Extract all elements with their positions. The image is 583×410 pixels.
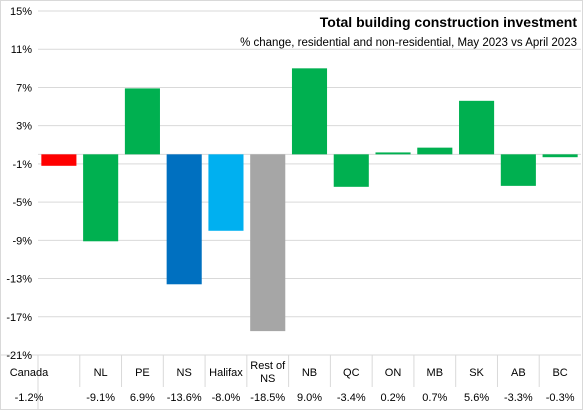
y-tick-label: -5%	[12, 197, 32, 209]
category-label: NL	[94, 367, 108, 379]
bars	[41, 68, 578, 332]
category-label: AB	[511, 367, 526, 379]
value-label: -3.3%	[504, 392, 533, 404]
bar-ns	[166, 154, 202, 285]
bar-sk	[459, 100, 495, 155]
value-label: 0.2%	[380, 392, 405, 404]
bar-on	[375, 152, 411, 155]
category-label: MB	[427, 367, 444, 379]
value-label: -18.5%	[250, 392, 285, 404]
data-table: Canada -1.2% NL -9.1% PE 6.9% NS -13.6% Halifax -…	[1, 354, 581, 409]
bar-ab	[500, 154, 536, 186]
category-label: QC	[343, 367, 360, 379]
bar-qc	[333, 154, 369, 187]
category-label: Rest of	[250, 360, 286, 372]
value-label: 9.0%	[297, 392, 322, 404]
value-label: -3.4%	[337, 392, 366, 404]
category-label: SK	[469, 367, 484, 379]
value-label: -13.6%	[167, 392, 202, 404]
value-label: -8.0%	[212, 392, 241, 404]
category-label: NS	[177, 367, 192, 379]
value-label: -0.3%	[546, 392, 575, 404]
category-label: PE	[135, 367, 150, 379]
category-label: BC	[552, 367, 567, 379]
bar-nl	[83, 154, 119, 242]
value-label: 5.6%	[464, 392, 489, 404]
category-label: Canada	[10, 367, 49, 379]
category-label: NB	[302, 367, 317, 379]
y-tick-label: -17%	[6, 312, 32, 324]
bar-nb	[291, 68, 328, 155]
y-tick-label: -21%	[6, 350, 32, 362]
bar-mb	[417, 147, 453, 155]
y-tick-label: -9%	[12, 235, 32, 247]
bar-halifax	[208, 154, 244, 231]
chart-title: Total building construction investment	[320, 14, 578, 30]
value-label: -9.1%	[86, 392, 115, 404]
y-tick-label: 7%	[16, 82, 32, 94]
bar-canada	[41, 154, 77, 166]
bar-rest-of-ns	[250, 154, 286, 332]
value-label: 0.7%	[422, 392, 447, 404]
category-label: Halifax	[209, 367, 243, 379]
bar-bc	[542, 154, 578, 158]
y-tick-label: 11%	[11, 44, 32, 56]
y-tick-label: -13%	[6, 274, 32, 286]
y-tick-label: 15%	[10, 6, 32, 18]
category-label: ON	[385, 367, 402, 379]
gridlines	[38, 10, 581, 356]
value-label: 6.9%	[130, 392, 155, 404]
value-label: -1.2%	[15, 392, 44, 404]
bar-pe	[124, 88, 160, 155]
category-label: NS	[260, 373, 275, 385]
y-tick-label: 3%	[16, 121, 32, 133]
y-axis-ticks: 15% 11% 7% 3% -1% -5% -9% -13% -17% -21%	[6, 6, 32, 362]
chart-subtitle: % change, residential and non-residentia…	[240, 37, 577, 49]
y-tick-label: -1%	[12, 159, 32, 171]
